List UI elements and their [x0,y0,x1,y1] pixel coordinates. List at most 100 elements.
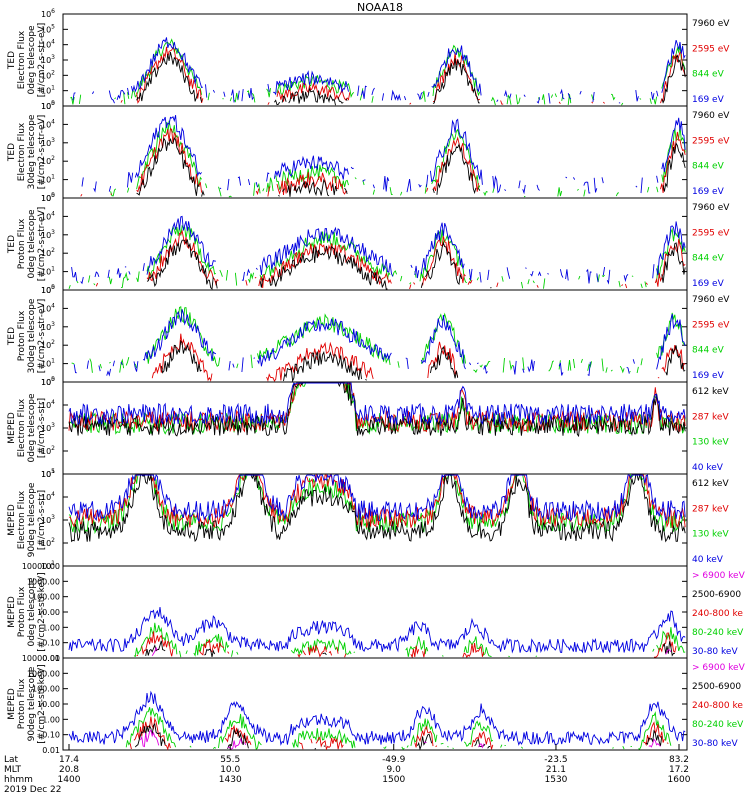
y-tick-label: 100.00 [32,685,60,694]
y-tick-label: 105 [41,376,55,387]
trace-blue [73,309,686,377]
legend-entry: 2595 eV [692,44,730,54]
trace-black [160,339,686,383]
legend-entry: 30-80 keV [692,647,738,657]
legend-entry: 30-80 keV [692,739,738,749]
y-tick-label: 104 [41,302,55,313]
trace-green [110,120,686,198]
panel-6: 101 102 103 104 105 MEPEDElectron Flux90deg t… [7,468,729,571]
y-tick-label: 101 [41,560,55,571]
y-tick-label: 106 [41,8,55,19]
trace-red [68,382,686,433]
trace-blue [72,37,686,104]
y-tick-label: 0.01 [42,654,60,663]
legend-entry: 2595 eV [692,320,730,330]
y-tick-label: 0.10 [42,731,60,740]
y-tick-label: 104 [41,210,55,221]
x-tick-label: 21.1 [546,765,566,775]
x-tick-label: 17.2 [669,765,689,775]
x-tick-label: 17.4 [59,755,79,765]
legend-entry: 2500-6900 [692,590,741,600]
trace-black [136,136,686,197]
y-tick-label: 104 [41,399,55,410]
trace-green [133,622,686,658]
trace-blue [71,215,686,285]
legend-entry: 40 keV [692,463,724,473]
y-axis-label: MEPEDElectron Flux90deg telescope[#/cm2-… [7,482,47,557]
legend-entry: 2595 eV [692,228,730,238]
legend-entry: 80-240 keV [692,628,744,638]
trace-magenta [140,729,661,750]
trace-green [70,38,686,106]
trace-green [71,306,686,374]
trace-blue [81,114,686,195]
legend-entry: 7960 eV [692,295,730,305]
x-tick-label: -23.5 [544,755,567,765]
panel-7: 10000.00 1000.00 100.00 10.00 1.00 0.10 0.01 ME… [7,562,746,663]
y-tick-label: 1000.00 [27,577,60,586]
y-tick-label: 102 [41,339,55,350]
x-tick-label: 1600 [668,775,691,785]
legend-entry: 844 eV [692,70,725,80]
x-tick-label: -49.9 [382,755,406,765]
x-tick-label: 1530 [545,775,568,785]
legend-entry: 287 keV [692,504,729,514]
y-tick-label: 101 [41,358,55,369]
y-tick-label: 103 [41,422,55,433]
legend-entry: 287 keV [692,412,729,422]
legend-entry: 169 eV [692,279,725,289]
y-tick-label: 103 [41,321,55,332]
trace-green [68,224,686,289]
trace-red [151,333,686,382]
legend-entry: 7960 eV [692,111,730,121]
trace-red [129,716,669,751]
x-tick-label: 1500 [382,775,405,785]
y-axis-label: MEPEDProton Flux0deg telescope[#/cm2-s-s… [7,572,47,651]
y-tick-label: 0.10 [42,639,60,648]
legend-entry: 40 keV [692,555,724,565]
chart-title: NOAA18 [357,1,403,14]
y-tick-label: 103 [41,54,55,65]
y-tick-label: 102 [41,537,55,548]
y-tick-label: 101 [41,174,55,185]
y-tick-label: 104 [41,491,55,502]
legend-entry: 612 keV [692,479,729,489]
panel-2: 100 101 102 103 104 105 TEDElectron Flux30deg … [7,100,730,203]
legend-entry: 240-800 ke [692,609,743,619]
y-tick-label: 101 [41,468,55,479]
y-tick-label: 102 [41,445,55,456]
legend-entry: 169 eV [692,371,725,381]
y-axis-label: TEDElectron Flux30deg telescope[#/cm2-s-… [7,114,47,189]
y-tick-label: 105 [41,23,55,34]
y-axis-label: TEDElectron Flux0deg telescope[#/cm2-s-s… [7,23,47,98]
y-tick-label: 104 [41,39,55,50]
y-tick-label: 1.00 [42,715,60,724]
x-tick-label: 1400 [58,775,81,785]
y-tick-label: 102 [41,69,55,80]
y-tick-label: 10.00 [37,700,60,709]
panel-frame [62,13,688,107]
y-tick-label: 100 [41,284,55,295]
y-tick-label: 102 [41,155,55,166]
legend-entry: 612 keV [692,387,729,397]
y-tick-label: 1.00 [42,623,60,632]
x-tick-label: 9.0 [387,765,402,775]
y-tick-label: 0.01 [42,746,60,755]
y-tick-label: 103 [41,137,55,148]
trace-blue [68,382,686,426]
trace-red [80,128,686,197]
y-tick-label: 103 [41,514,55,525]
y-axis-label: TEDProton Flux0deg telescope[#/cm2-s-str… [7,207,47,282]
y-tick-label: 10.00 [37,608,60,617]
x-tick-label: 83.2 [669,755,689,765]
trace-red [95,229,686,290]
trace-magenta [151,646,672,657]
x-tick-label: 10.0 [220,765,240,775]
trace-black [68,473,686,543]
trace-blue [68,473,686,523]
legend-entry: 844 eV [692,346,725,356]
trace-blue [68,607,686,654]
y-tick-label: 100 [41,192,55,203]
y-tick-label: 101 [41,85,55,96]
panel-5: 101 102 103 104 105 MEPEDElectron Flux0deg te… [7,376,729,479]
